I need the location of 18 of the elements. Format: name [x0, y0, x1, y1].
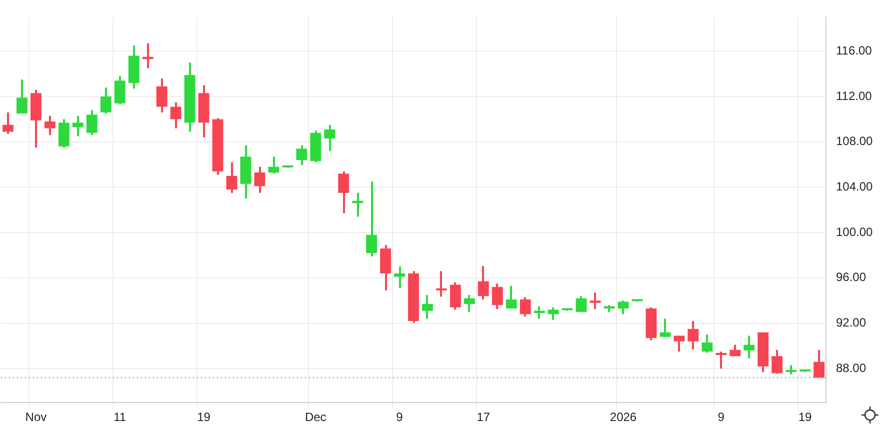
y-tick-label: 108.00	[836, 134, 874, 148]
x-tick-label: Nov	[25, 410, 47, 424]
x-tick-label: 2026	[610, 410, 637, 424]
candlestick	[436, 271, 447, 297]
x-tick-label: 9	[718, 410, 725, 424]
x-tick-label: 11	[114, 410, 126, 424]
y-tick-label: 112.00	[836, 88, 872, 103]
x-tick-label: 19	[798, 410, 812, 424]
y-tick-label: 100.00	[836, 224, 874, 239]
x-tick-label: 9	[396, 410, 404, 424]
y-tick-label: 116.00	[836, 44, 872, 58]
y-tick-label: 88.00	[836, 360, 866, 375]
y-tick-label: 104.00	[836, 180, 874, 194]
x-tick-label: Dec	[304, 410, 326, 424]
y-tick-label: 96.00	[836, 270, 866, 284]
y-tick-label: 92.00	[836, 316, 866, 330]
x-tick-label: 19	[197, 410, 211, 424]
x-tick-label: 17	[476, 410, 490, 424]
